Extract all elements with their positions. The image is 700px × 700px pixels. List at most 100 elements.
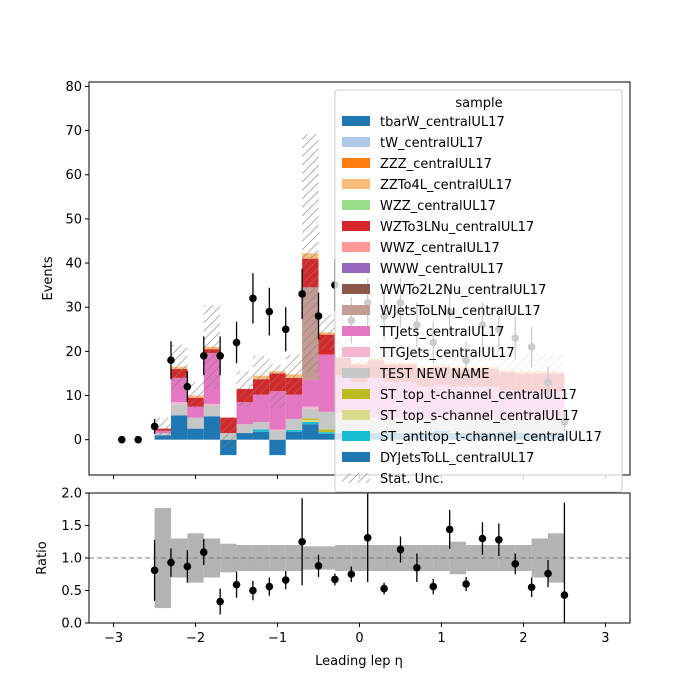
data-point (150, 422, 159, 431)
legend-entry: ZZTo4L_centralUL17 (380, 178, 512, 193)
legend-swatch (342, 452, 370, 462)
legend-swatch (342, 431, 370, 441)
ratio-y-tick-label: 2.0 (61, 487, 82, 502)
bar-segment (302, 420, 319, 423)
data-point (232, 338, 241, 347)
ratio-x-ticks: −3 −2 −1 0 1 2 3 (104, 623, 610, 646)
bar-segment (318, 411, 335, 430)
ratio-point (429, 582, 438, 591)
bar-segment (285, 429, 303, 432)
x-tick-label: 3 (601, 631, 609, 646)
bar-segment (318, 429, 335, 433)
legend-entry: ST_top_t-channel_centralUL17 (380, 388, 577, 403)
ratio-point (331, 575, 339, 584)
stat-unc-bin (170, 344, 188, 389)
x-tick-label: −3 (104, 631, 123, 646)
legend-swatch (342, 179, 370, 189)
ratio-point (265, 582, 274, 591)
stat-unc-bin (302, 134, 319, 373)
bar-segment (302, 406, 319, 409)
legend-entry: WZZ_centralUL17 (380, 199, 496, 214)
main-y-axis-label: Events (41, 256, 56, 300)
y-tick-label: 0 (74, 433, 82, 448)
data-point (298, 290, 306, 298)
legend-entry: ST_antitop_t-channel_centralUL17 (380, 430, 602, 445)
bar-segment (252, 431, 270, 440)
ratio-y-tick-label: 0.5 (61, 584, 82, 599)
legend-swatch (342, 368, 370, 378)
ratio-unc-bin (318, 546, 335, 570)
bar-segment (187, 428, 204, 440)
bar-segment (236, 433, 253, 440)
legend-swatch (342, 347, 370, 357)
ratio-point (199, 548, 208, 556)
legend-entry: tW_centralUL17 (380, 136, 483, 151)
legend-swatch (342, 221, 370, 231)
x-tick-label: 1 (437, 631, 445, 646)
ratio-point (232, 580, 241, 589)
data-point (199, 351, 208, 360)
legend-swatch (342, 137, 370, 147)
y-tick-label: 20 (65, 345, 82, 360)
data-point (117, 435, 126, 444)
data-point (134, 435, 142, 444)
ratio-point (380, 584, 388, 593)
stat-unc-bin (154, 417, 171, 440)
legend-entry: TTGJets_centralUL17 (379, 346, 515, 361)
main-y-ticks: 0 10 20 30 40 50 60 70 80 (65, 80, 89, 448)
data-point (167, 356, 175, 364)
legend-swatch (342, 242, 370, 252)
ratio-point (462, 580, 470, 588)
bar-segment (269, 429, 286, 431)
bar-segment (187, 417, 204, 429)
legend-swatch (342, 389, 370, 399)
ratio-point (560, 591, 569, 599)
x-axis-label: Leading lep η (315, 654, 403, 669)
bar-segment (302, 418, 319, 421)
legend-entry: TEST NEW NAME (379, 367, 489, 382)
ratio-point (150, 566, 159, 575)
bar-segment (285, 418, 303, 430)
x-tick-label: −2 (186, 631, 205, 646)
stat-unc-bin (252, 355, 270, 396)
ratio-points (150, 493, 569, 623)
data-point (314, 312, 323, 320)
legend-entry: TTJets_centralUL17 (379, 325, 505, 340)
y-tick-label: 60 (65, 168, 82, 183)
stat-unc-bin (187, 382, 204, 409)
bar-segment (170, 415, 188, 440)
legend-entry: WJetsToLNu_centralUL17 (380, 304, 541, 319)
ratio-point (216, 597, 224, 606)
ratio-point (249, 586, 257, 595)
bar-segment (318, 354, 335, 412)
y-tick-label: 40 (65, 257, 82, 272)
bar-segment (236, 424, 253, 434)
ratio-point (445, 525, 454, 534)
bar-segment (203, 416, 221, 440)
ratio-point (167, 558, 175, 567)
ratio-point (281, 576, 290, 584)
stat-unc-bin (318, 314, 335, 351)
bar-segment (302, 422, 319, 425)
legend-entry: WZTo3LNu_centralUL17 (380, 220, 534, 235)
ratio-unc-bin (400, 545, 417, 571)
ratio-unc-bin (367, 545, 385, 571)
bar-segment (285, 394, 303, 419)
ratio-y-tick-label: 1.0 (61, 552, 82, 567)
ratio-point (478, 534, 487, 543)
data-point (183, 382, 192, 391)
bar-segment (302, 424, 319, 440)
x-tick-label: 0 (355, 631, 363, 646)
bar-segment (252, 394, 270, 423)
stat-unc-bin (236, 371, 253, 407)
bar-segment (269, 439, 286, 456)
y-tick-label: 50 (65, 212, 82, 227)
legend-swatch (342, 116, 370, 126)
ratio-point (298, 537, 306, 546)
ratio-y-ticks: 0.0 0.5 1.0 1.5 2.0 (61, 487, 89, 632)
ratio-unc-bin (384, 545, 401, 571)
ratio-point (544, 569, 552, 578)
legend-entry: WWTo2L2Nu_centralUL17 (380, 283, 546, 298)
y-tick-label: 10 (65, 389, 82, 404)
